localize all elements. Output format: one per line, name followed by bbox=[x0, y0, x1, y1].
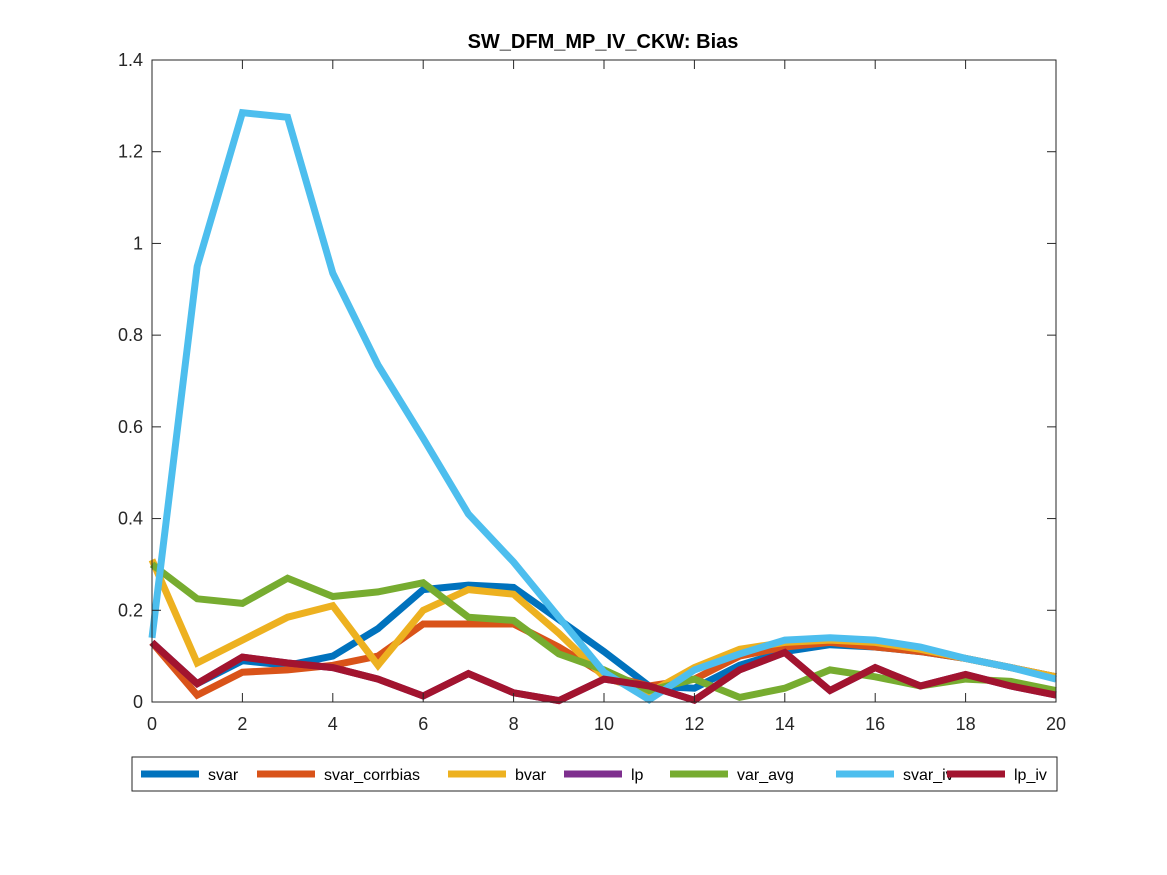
x-tick-label: 16 bbox=[865, 714, 885, 734]
y-tick-label: 0.8 bbox=[118, 325, 143, 345]
chart-title: SW_DFM_MP_IV_CKW: Bias bbox=[468, 31, 739, 53]
legend-label-var-avg: var_avg bbox=[737, 767, 794, 784]
x-tick-label: 20 bbox=[1046, 714, 1066, 734]
legend-label-svar-iv: svar_iv bbox=[903, 767, 954, 784]
legend-label-bvar: bvar bbox=[515, 767, 547, 784]
plot-area: 0 2 4 6 8 10 12 14 16 18 20 0 0.2 0.4 0.6 0.8 1 1.2 1.4 bbox=[118, 50, 1066, 734]
x-tick-label: 8 bbox=[509, 714, 519, 734]
legend-label-svar-corrbias: svar_corrbias bbox=[324, 767, 420, 784]
y-tick-label: 1.4 bbox=[118, 50, 143, 70]
x-tick-label: 10 bbox=[594, 714, 614, 734]
y-tick-label: 1 bbox=[133, 233, 143, 253]
x-tick-label: 0 bbox=[147, 714, 157, 734]
x-tick-label: 2 bbox=[237, 714, 247, 734]
x-tick-label: 14 bbox=[775, 714, 795, 734]
legend-label-lp-iv: lp_iv bbox=[1014, 767, 1047, 784]
series-layer bbox=[148, 108, 1057, 705]
x-tick-label: 6 bbox=[418, 714, 428, 734]
legend-items: svar svar_corrbias bvar lp var_avg svar_iv lp_… bbox=[141, 767, 1047, 784]
y-tick-label: 0.6 bbox=[118, 417, 143, 437]
x-tick-label: 4 bbox=[328, 714, 338, 734]
series-line-lp-iv bbox=[149, 639, 1057, 705]
axes-background bbox=[152, 60, 1056, 702]
y-tick-label: 0 bbox=[133, 692, 143, 712]
legend-label-svar: svar bbox=[208, 767, 239, 784]
y-tick-label: 0.4 bbox=[118, 509, 143, 529]
x-tick-label: 12 bbox=[684, 714, 704, 734]
y-tick-label: 1.2 bbox=[118, 142, 143, 162]
x-tick-label: 18 bbox=[956, 714, 976, 734]
ticks-layer: 0 2 4 6 8 10 12 14 16 18 20 0 0.2 0.4 0.6 0.8 1 1.2 1.4 bbox=[118, 50, 1066, 734]
series-line-svar-iv bbox=[148, 108, 1057, 704]
legend-label-lp: lp bbox=[631, 767, 644, 784]
legend: svar svar_corrbias bvar lp var_avg svar_iv lp_… bbox=[131, 756, 1058, 792]
y-tick-label: 0.2 bbox=[118, 600, 143, 620]
